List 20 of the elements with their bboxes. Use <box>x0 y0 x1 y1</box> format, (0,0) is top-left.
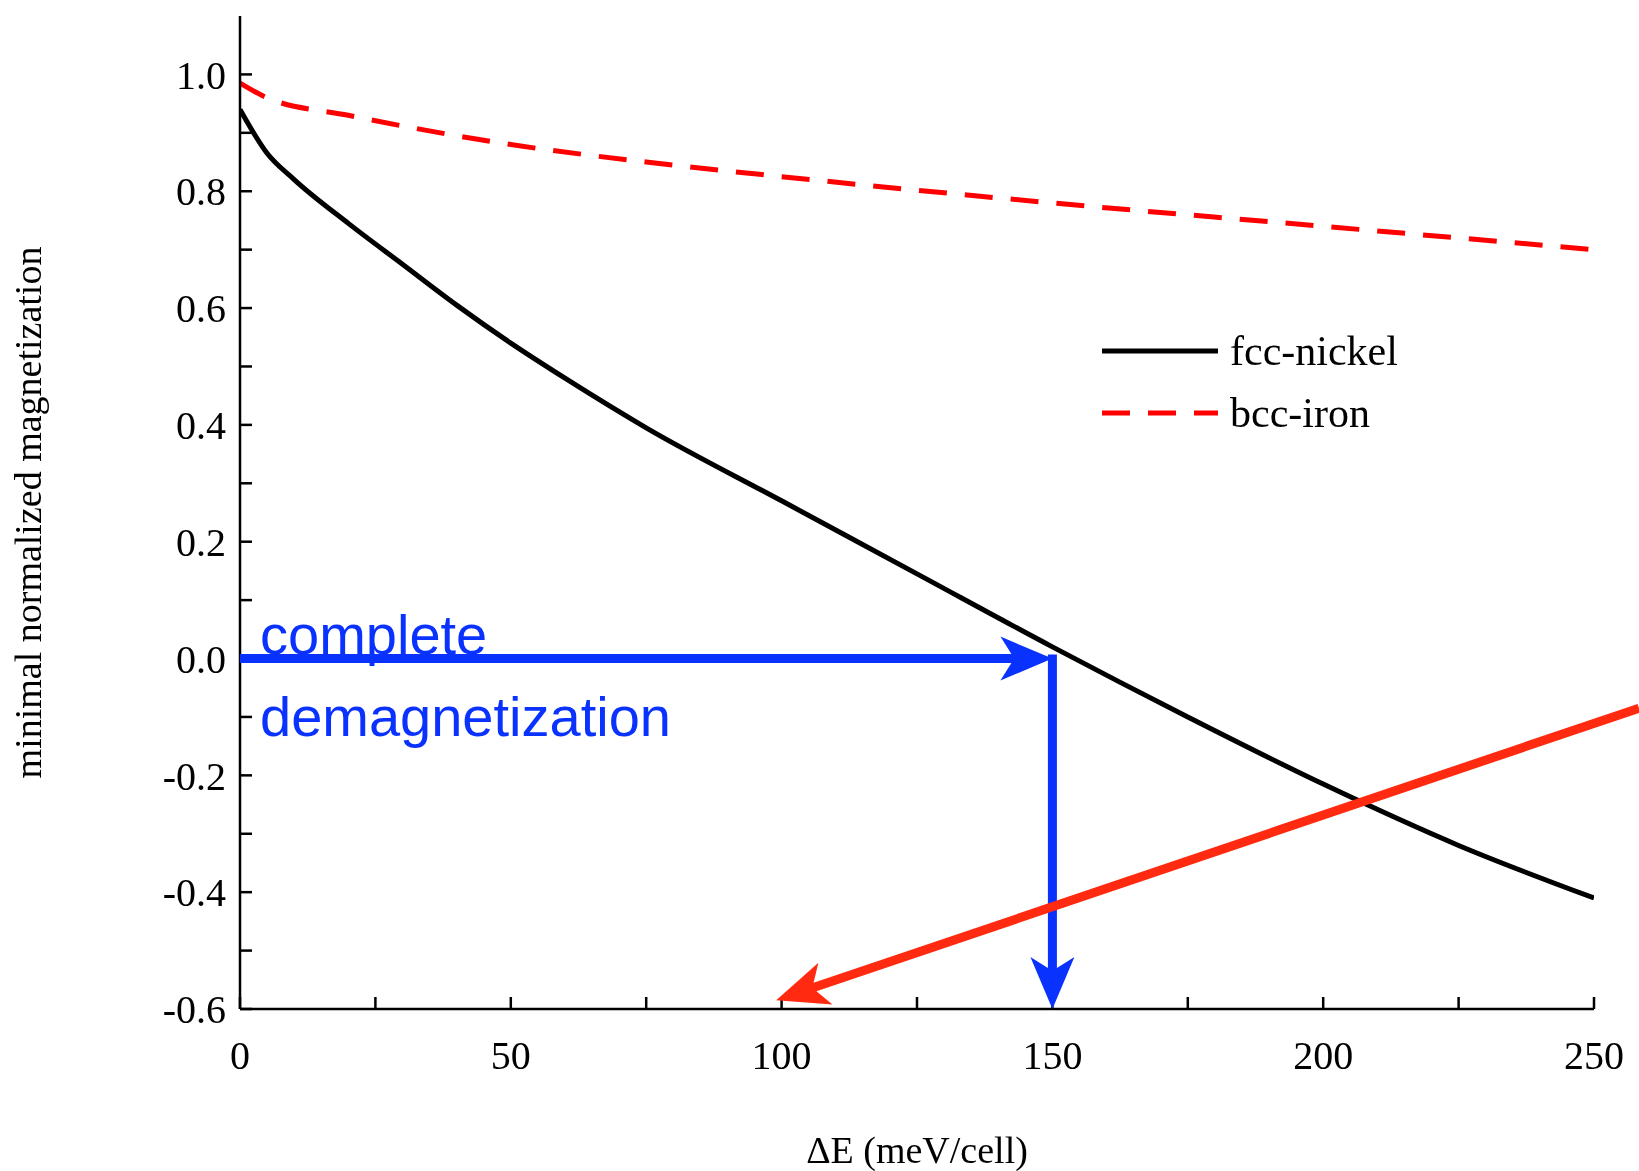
y-tick-label: -0.2 <box>162 753 226 799</box>
x-tick-label: 0 <box>230 1033 250 1078</box>
y-tick-label: 0.0 <box>176 636 226 682</box>
y-tick-label: -0.6 <box>162 987 226 1033</box>
y-tick-label: -0.4 <box>162 870 226 916</box>
y-tick-label: 0.4 <box>176 403 226 449</box>
x-tick-label: 150 <box>1022 1033 1083 1078</box>
y-tick-label: 1.0 <box>176 52 226 98</box>
x-axis-title: ΔE (meV/cell) <box>806 1129 1028 1171</box>
x-tick-label: 50 <box>490 1033 531 1078</box>
x-tick-label: 100 <box>751 1033 812 1078</box>
x-tick-label: 200 <box>1293 1033 1354 1078</box>
x-tick-label: 250 <box>1564 1033 1624 1078</box>
y-tick-label: 0.8 <box>176 169 226 215</box>
y-axis-title: minimal normalized magnetization <box>7 246 50 779</box>
legend-label: fcc-nickel <box>1230 327 1398 375</box>
annotation: complete demagnetization <box>260 602 672 751</box>
y-tick-label: 0.2 <box>176 519 226 565</box>
y-tick-label: 0.6 <box>176 286 226 332</box>
legend-label: bcc-iron <box>1230 389 1370 437</box>
